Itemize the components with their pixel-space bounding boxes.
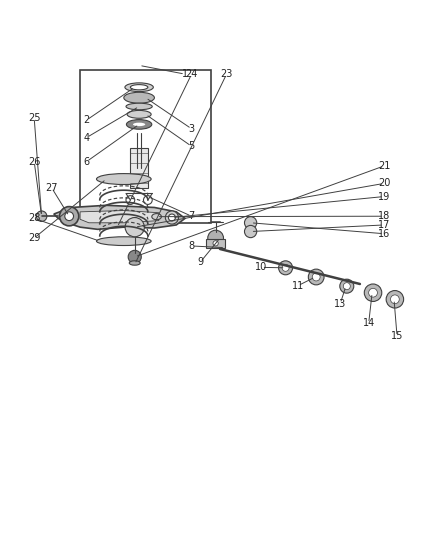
Circle shape [213, 241, 218, 246]
Bar [206, 239, 225, 248]
Text: 6: 6 [84, 157, 90, 167]
Bar [80, 70, 211, 223]
Circle shape [364, 284, 382, 302]
Ellipse shape [126, 119, 152, 129]
Ellipse shape [124, 92, 154, 103]
Circle shape [208, 230, 224, 246]
Text: 16: 16 [378, 229, 390, 239]
Text: 7: 7 [188, 211, 195, 221]
Circle shape [59, 207, 79, 226]
Circle shape [245, 225, 257, 238]
Text: 15: 15 [391, 332, 403, 342]
Text: 20: 20 [378, 179, 390, 189]
Circle shape [125, 217, 144, 237]
Circle shape [391, 295, 399, 304]
Circle shape [128, 251, 141, 263]
Text: 5: 5 [188, 141, 195, 151]
Ellipse shape [126, 103, 152, 110]
Text: 4: 4 [84, 133, 90, 142]
Text: 9: 9 [197, 257, 203, 267]
Circle shape [65, 212, 73, 221]
Text: 8: 8 [188, 241, 194, 251]
Circle shape [165, 211, 179, 224]
Text: 14: 14 [363, 318, 375, 328]
Text: 23: 23 [220, 69, 233, 79]
Text: 11: 11 [292, 281, 304, 290]
Circle shape [308, 269, 324, 285]
Ellipse shape [96, 237, 151, 246]
Ellipse shape [125, 83, 153, 92]
Ellipse shape [96, 174, 151, 184]
Text: 28: 28 [28, 213, 40, 223]
Ellipse shape [127, 110, 151, 118]
Circle shape [37, 211, 47, 222]
Text: 29: 29 [28, 233, 40, 243]
Text: 3: 3 [188, 124, 194, 134]
Circle shape [282, 264, 289, 271]
Circle shape [340, 279, 354, 293]
Polygon shape [80, 211, 159, 223]
Ellipse shape [133, 123, 145, 126]
Circle shape [312, 273, 320, 281]
Circle shape [279, 261, 293, 275]
Text: 1: 1 [182, 69, 188, 79]
Text: 18: 18 [378, 211, 390, 221]
Circle shape [343, 282, 350, 289]
Circle shape [169, 214, 176, 221]
Text: 27: 27 [45, 183, 58, 193]
Circle shape [386, 290, 403, 308]
Circle shape [245, 216, 257, 229]
Text: 2: 2 [84, 115, 90, 125]
Text: 21: 21 [378, 161, 390, 171]
Ellipse shape [152, 214, 161, 220]
Text: 19: 19 [378, 191, 390, 201]
Text: 10: 10 [255, 262, 268, 272]
Bar [130, 149, 148, 188]
Ellipse shape [129, 261, 140, 265]
Circle shape [369, 288, 378, 297]
Text: 17: 17 [378, 220, 390, 230]
Text: 25: 25 [28, 113, 40, 123]
Text: 13: 13 [334, 298, 346, 309]
Ellipse shape [130, 85, 148, 90]
Polygon shape [54, 205, 185, 229]
Text: 26: 26 [28, 157, 40, 167]
Text: 24: 24 [185, 69, 198, 79]
